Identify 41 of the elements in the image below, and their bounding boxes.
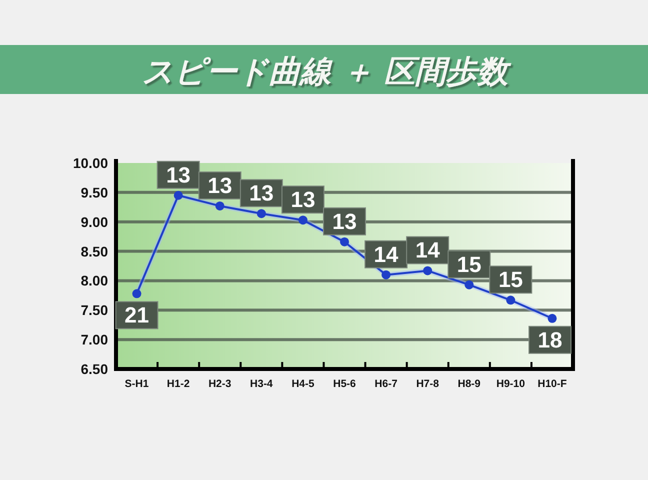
annotation: 13 [198, 171, 242, 200]
xtick: H5-6 [333, 378, 356, 390]
annotation: 15 [498, 267, 523, 292]
annotation: 18 [528, 326, 572, 354]
annotation: 13 [290, 187, 316, 212]
annotation: 14 [364, 240, 408, 268]
ytick: 9.00 [80, 214, 108, 230]
xtick: H10-F [538, 378, 567, 390]
xtick: H2-3 [208, 378, 232, 390]
ytick: 8.00 [80, 272, 108, 289]
ytick: 9.50 [80, 184, 108, 200]
xtick: H1-2 [166, 378, 190, 390]
annotation: 15 [448, 250, 491, 278]
annotation: 13 [323, 207, 366, 236]
xtick: H4-5 [292, 378, 314, 390]
annotation: 15 [489, 266, 532, 294]
xtick: H8-9 [458, 378, 481, 390]
annotation: 15 [456, 252, 482, 277]
annotation: 13 [208, 172, 232, 198]
ytick: 8.50 [80, 243, 108, 260]
annotation: 13 [332, 208, 357, 234]
xtick: H6-7 [374, 378, 398, 390]
annotation: 21 [124, 302, 150, 328]
annotation: 13 [156, 160, 200, 189]
xtick: H3-4 [250, 378, 273, 390]
xtick: H9-10 [496, 378, 525, 390]
annotation: 13 [166, 162, 191, 188]
ytick: 7.50 [80, 302, 108, 318]
xtick: S-H1 [124, 378, 149, 390]
annotation: 14 [406, 236, 450, 264]
annotation: 18 [538, 327, 562, 352]
annotation: 13 [249, 180, 274, 206]
ytick: 6.50 [80, 361, 108, 377]
annotation: 14 [374, 242, 400, 267]
annotation: 14 [415, 238, 441, 263]
annotation: 13 [240, 179, 283, 208]
xtick: H7-8 [416, 378, 439, 390]
annotation: 13 [281, 186, 324, 214]
ytick: 7.00 [80, 332, 108, 348]
ytick: 10.00 [72, 155, 108, 171]
annotation: 21 [115, 301, 158, 330]
